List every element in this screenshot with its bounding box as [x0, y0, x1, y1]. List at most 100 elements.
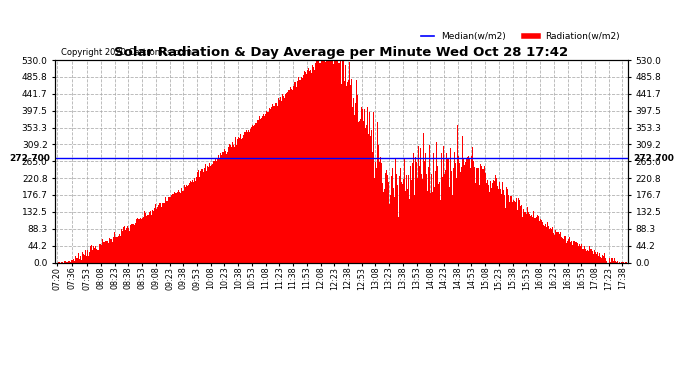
Bar [604, 258, 606, 262]
Bar [511, 196, 512, 262]
Bar [132, 226, 133, 262]
Bar [339, 63, 340, 262]
Bar [568, 238, 569, 262]
Bar [233, 146, 234, 262]
Bar [532, 217, 533, 262]
Bar [197, 172, 199, 262]
Bar [200, 171, 201, 262]
Bar [481, 166, 482, 262]
Bar [288, 90, 289, 262]
Bar [221, 155, 222, 262]
Bar [102, 239, 103, 262]
Bar [513, 200, 514, 262]
Bar [567, 241, 568, 262]
Bar [533, 211, 534, 262]
Bar [592, 251, 593, 262]
Bar [352, 107, 353, 262]
Bar [214, 161, 215, 262]
Bar [273, 106, 275, 262]
Bar [157, 207, 158, 262]
Bar [164, 203, 166, 262]
Bar [506, 189, 508, 262]
Bar [544, 226, 545, 262]
Bar [228, 148, 230, 262]
Bar [308, 68, 309, 262]
Bar [72, 260, 73, 262]
Bar [210, 166, 211, 262]
Bar [379, 162, 380, 262]
Bar [548, 226, 549, 262]
Text: 272.700: 272.700 [9, 154, 50, 163]
Bar [599, 254, 600, 262]
Bar [362, 108, 363, 262]
Bar [254, 125, 255, 262]
Bar [243, 135, 244, 262]
Bar [578, 246, 579, 262]
Bar [206, 166, 208, 262]
Bar [565, 236, 566, 262]
Bar [94, 248, 95, 262]
Bar [334, 60, 335, 262]
Bar [346, 60, 348, 262]
Bar [415, 157, 416, 262]
Bar [91, 245, 92, 262]
Bar [226, 154, 227, 262]
Bar [335, 60, 337, 262]
Bar [354, 115, 355, 262]
Bar [238, 137, 239, 262]
Bar [244, 132, 245, 262]
Bar [406, 175, 407, 262]
Bar [444, 174, 445, 262]
Bar [265, 114, 266, 262]
Bar [318, 60, 319, 262]
Bar [504, 195, 505, 262]
Bar [284, 98, 285, 262]
Bar [553, 233, 554, 262]
Bar [313, 67, 314, 262]
Bar [108, 243, 109, 262]
Bar [400, 168, 401, 262]
Bar [449, 186, 450, 262]
Bar [125, 230, 126, 262]
Bar [445, 170, 446, 262]
Bar [128, 228, 129, 262]
Bar [469, 158, 470, 262]
Bar [524, 212, 525, 262]
Bar [482, 169, 483, 262]
Bar [261, 118, 262, 262]
Bar [399, 176, 400, 262]
Bar [90, 246, 91, 262]
Bar [161, 203, 163, 262]
Bar [355, 103, 356, 262]
Bar [158, 206, 159, 262]
Bar [256, 123, 257, 262]
Bar [298, 78, 299, 262]
Bar [242, 138, 243, 262]
Text: Copyright 2020 Cartronics.com: Copyright 2020 Cartronics.com [61, 48, 192, 57]
Bar [442, 177, 443, 262]
Bar [246, 130, 247, 262]
Bar [501, 194, 502, 262]
Bar [368, 131, 369, 262]
Bar [588, 251, 589, 262]
Bar [269, 108, 270, 262]
Bar [364, 109, 365, 262]
Bar [299, 80, 300, 262]
Bar [262, 116, 264, 262]
Bar [438, 184, 439, 262]
Bar [440, 200, 441, 262]
Bar [68, 261, 70, 262]
Bar [461, 167, 462, 262]
Bar [495, 178, 497, 262]
Bar [480, 164, 481, 262]
Bar [535, 219, 536, 262]
Bar [467, 157, 469, 262]
Bar [579, 244, 580, 262]
Bar [146, 216, 147, 262]
Bar [542, 222, 543, 262]
Bar [430, 193, 431, 262]
Bar [285, 94, 286, 262]
Bar [148, 216, 149, 262]
Bar [613, 258, 615, 262]
Bar [348, 80, 349, 262]
